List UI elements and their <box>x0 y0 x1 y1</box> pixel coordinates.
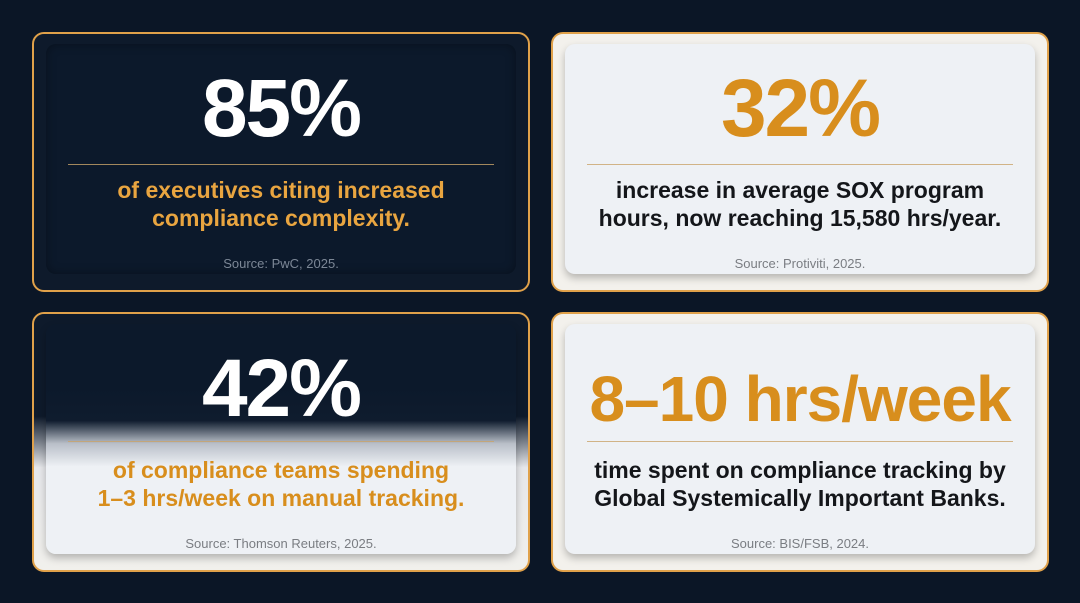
divider <box>587 164 1013 165</box>
stat-value: 85% <box>201 63 362 154</box>
stat-card-compliance-teams: 42% of compliance teams spending 1–3 hrs… <box>32 312 530 572</box>
description-line-1: of compliance teams spending <box>112 457 450 483</box>
description-line-2: 1–3 hrs/week on manual tracking. <box>97 485 465 511</box>
stat-value: 42% <box>201 343 362 434</box>
card-panel <box>565 44 1035 274</box>
stat-value: 8–10 hrs/week <box>589 363 1011 435</box>
stat-source: Source: PwC, 2025. <box>223 256 339 271</box>
description-line-2: hours, now reaching 15,580 hrs/year. <box>598 205 1002 231</box>
card-panel <box>46 44 516 274</box>
stat-description: of executives citing increased complianc… <box>44 176 518 232</box>
stat-card-executives: 85% of executives citing increased compl… <box>32 32 530 292</box>
stat-description: time spent on compliance tracking by Glo… <box>563 456 1037 512</box>
divider <box>68 441 494 442</box>
stat-source: Source: Thomson Reuters, 2025. <box>185 536 377 551</box>
description-line-1: increase in average SOX program <box>615 177 985 203</box>
card-panel <box>46 324 516 554</box>
stat-card-sox-hours: 32% increase in average SOX program hour… <box>551 32 1049 292</box>
description-line-2: compliance complexity. <box>152 205 410 231</box>
divider <box>68 164 494 165</box>
stat-description: of compliance teams spending 1–3 hrs/wee… <box>44 456 518 512</box>
stat-source: Source: Protiviti, 2025. <box>734 256 866 271</box>
divider <box>587 441 1013 442</box>
stat-card-gsib-banks: 8–10 hrs/week time spent on compliance t… <box>551 312 1049 572</box>
description-line-1: time spent on compliance tracking by <box>594 457 1006 483</box>
stat-source: Source: BIS/FSB, 2024. <box>730 536 870 551</box>
stat-value: 32% <box>720 63 881 154</box>
description-line-1: of executives citing increased <box>117 177 445 203</box>
description-line-2: Global Systemically Important Banks. <box>594 485 1006 511</box>
stat-description: increase in average SOX program hours, n… <box>563 176 1037 232</box>
card-panel <box>565 324 1035 554</box>
